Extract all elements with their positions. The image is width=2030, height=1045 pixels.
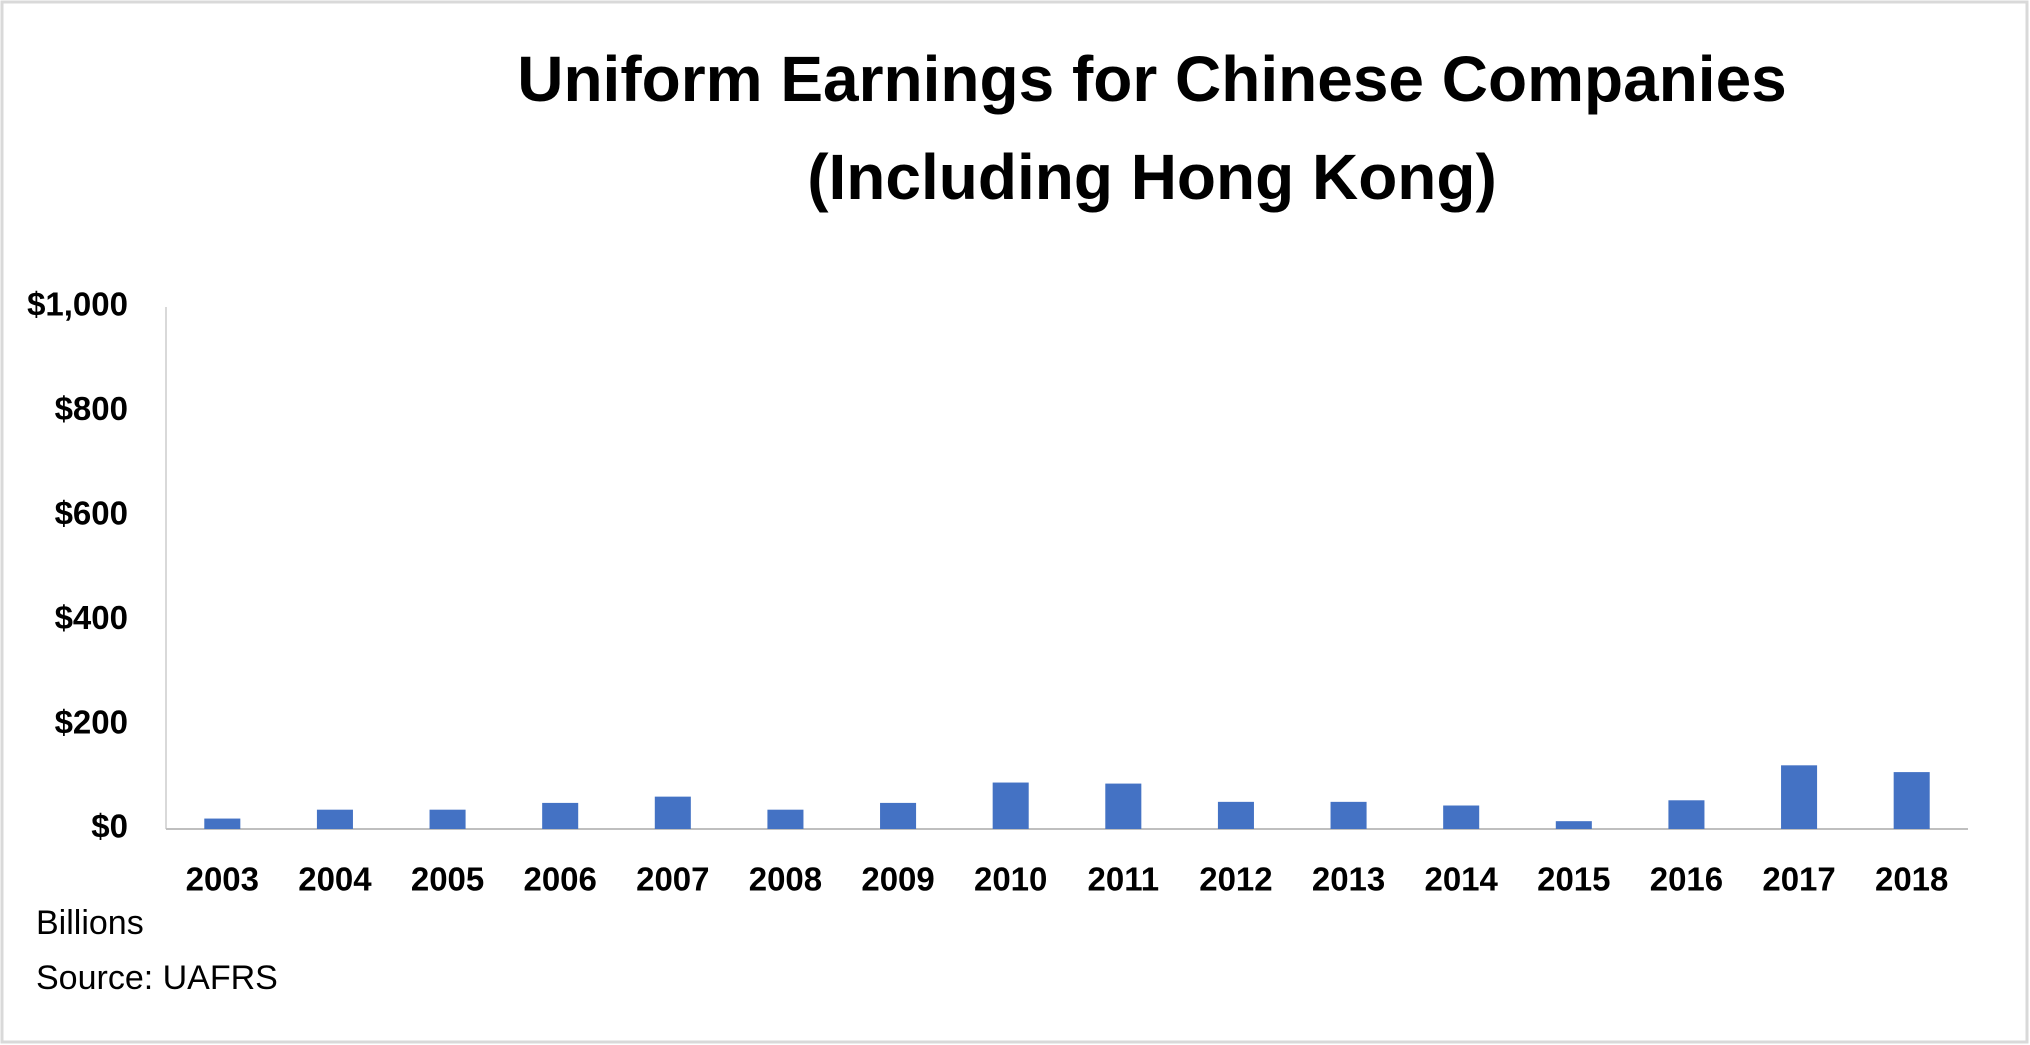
x-tick-label: 2004 xyxy=(298,861,372,898)
x-tick-label: 2015 xyxy=(1537,861,1610,898)
y-tick-label: $0 xyxy=(91,808,128,845)
source-note: Source: UAFRS xyxy=(36,959,278,997)
chart-title: (Including Hong Kong) xyxy=(807,141,1497,213)
bar xyxy=(1105,783,1142,829)
x-tick-label: 2017 xyxy=(1762,861,1835,898)
y-tick-label: $400 xyxy=(55,599,128,636)
bar xyxy=(1330,801,1367,829)
x-tick-label: 2013 xyxy=(1312,861,1385,898)
bar xyxy=(542,802,579,829)
x-tick-label: 2011 xyxy=(1088,861,1160,898)
unit-note: Billions xyxy=(36,904,144,942)
x-tick-label: 2018 xyxy=(1875,861,1948,898)
x-tick-label: 2012 xyxy=(1199,861,1272,898)
bar xyxy=(204,818,241,829)
x-tick-label: 2007 xyxy=(636,861,709,898)
bar xyxy=(1443,805,1480,829)
y-tick-label: $800 xyxy=(55,390,128,427)
y-tick-label: $1,000 xyxy=(27,286,128,323)
bar xyxy=(880,802,917,829)
bar xyxy=(992,782,1029,829)
x-tick-label: 2014 xyxy=(1424,861,1498,898)
bar xyxy=(654,796,691,829)
y-tick-label: $600 xyxy=(55,495,128,532)
x-tick-label: 2008 xyxy=(749,861,822,898)
bar xyxy=(1668,800,1705,829)
x-tick-label: 2003 xyxy=(186,861,259,898)
bar xyxy=(1217,801,1254,829)
x-tick-label: 2016 xyxy=(1650,861,1723,898)
x-tick-label: 2009 xyxy=(861,861,934,898)
bar xyxy=(1555,821,1592,829)
y-tick-label: $200 xyxy=(55,703,128,740)
x-tick-label: 2006 xyxy=(523,861,596,898)
bar xyxy=(767,809,804,829)
bar xyxy=(316,809,353,829)
bar xyxy=(429,809,466,829)
x-tick-label: 2010 xyxy=(974,861,1047,898)
bar xyxy=(1893,772,1930,829)
x-tick-label: 2005 xyxy=(411,861,484,898)
chart-title: Uniform Earnings for Chinese Companies xyxy=(517,43,1787,115)
bar xyxy=(1781,765,1818,829)
